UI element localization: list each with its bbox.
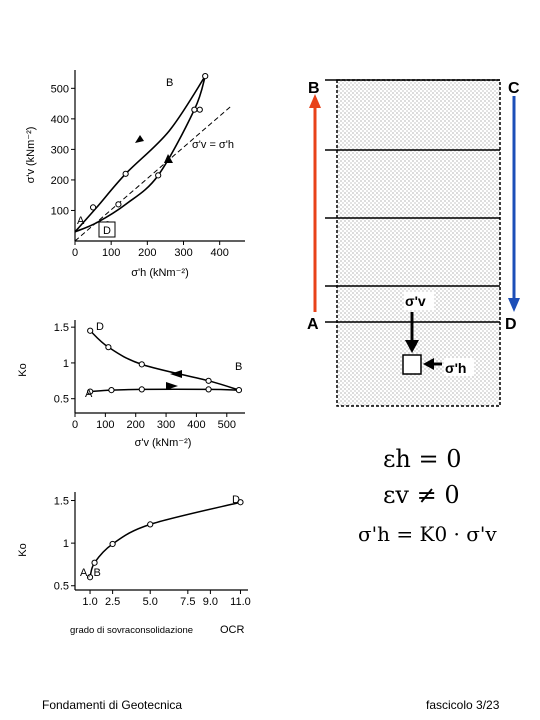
y-tick-label: 500 — [51, 83, 69, 95]
y-tick-label: 300 — [51, 144, 69, 156]
x-tick-label: 1.0 — [82, 596, 97, 608]
loading-arrow-head — [135, 135, 144, 143]
stress-path-chart: 100 200 300 400 500 0 100 200 300 400 σ'v (kNm⁻²… — [25, 70, 245, 279]
x-tick-label: 11.0 — [230, 596, 251, 608]
y-tick-label: 1 — [63, 358, 69, 370]
x-tick-label: 0 — [72, 247, 78, 259]
data-point — [147, 521, 154, 528]
x-axis-label: grado di sovraconsolidazione — [70, 625, 193, 636]
point-label-b: B — [235, 361, 242, 373]
data-point — [196, 106, 203, 113]
x-tick-label: 300 — [174, 247, 192, 259]
unloading-path — [74, 75, 206, 233]
y-tick-label: 400 — [51, 114, 69, 126]
data-point — [202, 73, 209, 80]
x-tick-label: 300 — [157, 419, 175, 431]
x-tick-label: 400 — [187, 419, 205, 431]
x-tick-label: 200 — [127, 419, 145, 431]
unloading-arrow-head — [508, 298, 520, 312]
x-tick-label: 500 — [218, 419, 236, 431]
unloading-curve — [89, 330, 240, 391]
point-label-b: B — [166, 77, 173, 89]
data-point — [115, 201, 122, 208]
label-d: D — [505, 316, 517, 333]
y-tick-label: 1.5 — [54, 496, 69, 508]
sigma-h-label-bg — [444, 358, 474, 376]
sigma-v-label: σ'v — [405, 293, 426, 309]
data-point — [191, 106, 198, 113]
equation-ko-definition: σ'h = K0 · σ'v — [358, 522, 497, 546]
x-tick-label: 100 — [102, 247, 120, 259]
loading-arrow-head — [309, 94, 321, 108]
data-point — [108, 387, 115, 394]
sigma-v-arrow-head — [405, 340, 419, 353]
data-point — [87, 388, 94, 395]
point-label-d: D — [232, 494, 240, 506]
equal-stress-line — [74, 106, 231, 242]
data-point — [91, 559, 98, 566]
sigma-h-arrow-head — [423, 358, 434, 370]
x-tick-label: 7.5 — [180, 596, 195, 608]
data-point — [155, 172, 162, 179]
soil-column-schematic: B C A D σ'v σ'h — [307, 79, 520, 407]
y-tick-label: 1.5 — [54, 322, 69, 334]
ko-vs-ocr-chart: 0.5 1 1.5 1.0 2.5 5.0 7.5 9.0 11.0 Ko grado di … — [17, 492, 251, 636]
y-axis-label: Ko — [17, 543, 29, 556]
y-tick-label: 100 — [51, 205, 69, 217]
x-axis-label: σ'h (kNm⁻²) — [131, 267, 188, 279]
y-tick-label: 0.5 — [54, 394, 69, 406]
data-point — [138, 386, 145, 393]
label-c: C — [508, 80, 520, 97]
label-b: B — [308, 80, 320, 97]
point-label-ab: A, B — [80, 567, 101, 579]
data-point — [237, 499, 244, 506]
sigma-h-label: σ'h — [445, 360, 466, 376]
footer-course-title: Fondamenti di Geotecnica — [42, 698, 183, 712]
ocr-curve — [89, 501, 241, 578]
data-point — [138, 361, 145, 368]
point-label-a: A — [85, 388, 93, 400]
data-point — [109, 540, 116, 548]
loading-arrow-head — [166, 382, 178, 390]
soil-column — [337, 80, 500, 406]
y-tick-label: 200 — [51, 175, 69, 187]
point-label-d: D — [103, 225, 111, 237]
data-point — [122, 170, 129, 177]
ko-vs-stress-chart: 0.511.5 0 100 200 300 400 500 Ko σ'v (kNm⁻²) … — [17, 320, 245, 449]
data-point — [235, 387, 243, 394]
x-tick-label: 400 — [211, 247, 229, 259]
point-label-d-box — [98, 221, 116, 238]
x-tick-label: 0 — [72, 419, 78, 431]
equal-stress-annotation: σ'v = σ'h — [192, 139, 234, 151]
point-label-a: A — [77, 215, 85, 227]
x-axis-label-ocr: OCR — [220, 624, 245, 636]
y-tick-label: 0.5 — [54, 581, 69, 593]
point-label-d: D — [96, 321, 104, 333]
unloading-arrow-head — [164, 154, 173, 163]
x-axis-label: σ'v (kNm⁻²) — [135, 437, 192, 449]
soil-element — [402, 354, 422, 375]
sigma-v-label-bg — [404, 292, 434, 310]
x-tick-label: 100 — [96, 419, 114, 431]
x-tick-label: 2.5 — [105, 596, 120, 608]
x-tick-label: 9.0 — [203, 596, 218, 608]
data-point — [205, 386, 212, 393]
y-tick-label: 1 — [63, 538, 69, 550]
equation-vertical-strain: εv ≠ 0 — [383, 481, 460, 509]
data-point — [86, 574, 94, 581]
y-axis-label: Ko — [17, 363, 29, 376]
label-a: A — [307, 316, 319, 333]
data-point — [105, 344, 112, 351]
footer-page-number: fascicolo 3/23 — [426, 698, 500, 712]
data-point — [205, 377, 212, 384]
x-tick-label: 5.0 — [143, 596, 158, 608]
unloading-arrow-head — [170, 370, 182, 378]
y-axis-label: σ'v (kNm⁻²) — [25, 127, 37, 184]
x-tick-label: 200 — [138, 247, 156, 259]
equation-horizontal-strain: εh = 0 — [383, 445, 462, 473]
data-point — [87, 327, 94, 334]
data-point — [89, 204, 97, 211]
